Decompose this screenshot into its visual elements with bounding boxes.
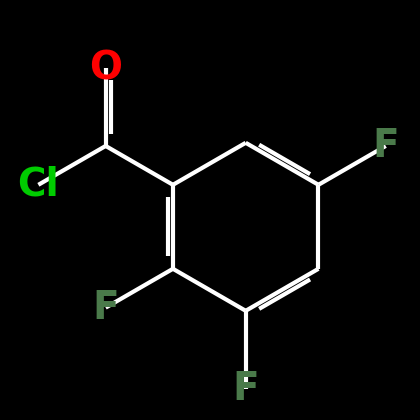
Text: F: F [232,370,259,407]
Text: F: F [373,127,399,165]
Text: F: F [92,289,119,327]
Text: O: O [89,49,122,87]
Text: Cl: Cl [18,166,59,204]
